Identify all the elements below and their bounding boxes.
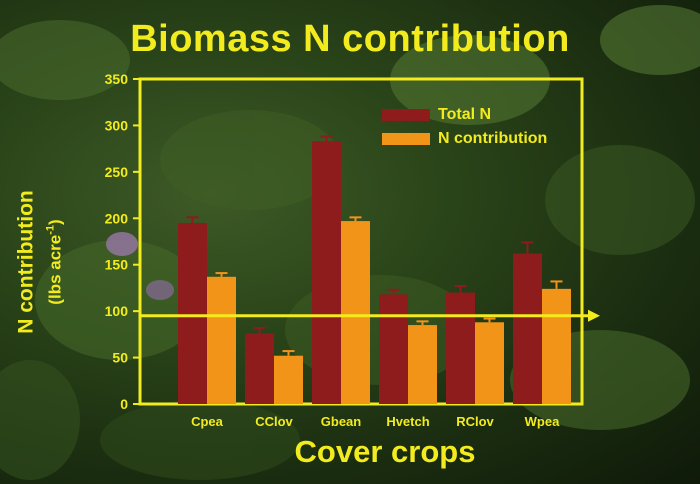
- x-tick-label-rclov: RClov: [456, 414, 494, 429]
- y-axis-label-main: N contribution: [14, 190, 38, 334]
- x-tick-label-cclov: CClov: [255, 414, 293, 429]
- y-tick-label: 200: [105, 210, 129, 226]
- y-tick-label: 250: [105, 164, 129, 180]
- x-tick-label-hvetch: Hvetch: [386, 414, 429, 429]
- bar-total-n-rclov: [446, 292, 475, 404]
- reference-line-arrowhead: [588, 309, 600, 322]
- x-axis-label: Cover crops: [294, 434, 476, 469]
- bar-n-contribution-rclov: [475, 322, 504, 404]
- y-tick-label: 300: [105, 117, 129, 133]
- legend-swatch-total-n: [382, 109, 430, 121]
- y-tick-label: 150: [105, 257, 129, 273]
- legend-label-total-n: Total N: [438, 106, 492, 123]
- y-tick-label: 0: [120, 396, 128, 412]
- y-axis-label-unit: (lbs acre-1): [40, 190, 67, 333]
- bar-n-contribution-hvetch: [408, 325, 437, 404]
- legend: Total N N contribution: [382, 103, 547, 151]
- bar-total-n-hvetch: [379, 294, 408, 404]
- bar-n-contribution-cclov: [274, 355, 303, 404]
- legend-swatch-n-contribution: [382, 133, 430, 145]
- bar-n-contribution-cpea: [207, 276, 236, 404]
- y-axis-unit-text: (lbs acre: [45, 234, 65, 305]
- bar-n-contribution-gbean: [341, 221, 370, 404]
- chart-title: Biomass N contribution: [130, 18, 570, 60]
- x-tick-label-cpea: Cpea: [191, 414, 224, 429]
- bar-total-n-wpea: [513, 253, 542, 404]
- y-tick-label: 100: [105, 303, 129, 319]
- bar-total-n-gbean: [312, 141, 341, 404]
- y-axis-unit-exponent: -1: [44, 224, 57, 235]
- x-tick-label-wpea: Wpea: [525, 414, 560, 429]
- x-tick-label-gbean: Gbean: [321, 414, 362, 429]
- legend-item-total-n: Total N: [382, 103, 547, 127]
- legend-item-n-contribution: N contribution: [382, 127, 547, 151]
- y-axis-unit-close: ): [45, 219, 65, 225]
- bar-total-n-cpea: [178, 222, 207, 404]
- bar-n-contribution-wpea: [542, 288, 571, 404]
- y-tick-label: 50: [112, 350, 128, 366]
- y-tick-label: 350: [105, 71, 129, 87]
- legend-label-n-contribution: N contribution: [438, 130, 548, 147]
- bar-total-n-cclov: [245, 333, 274, 404]
